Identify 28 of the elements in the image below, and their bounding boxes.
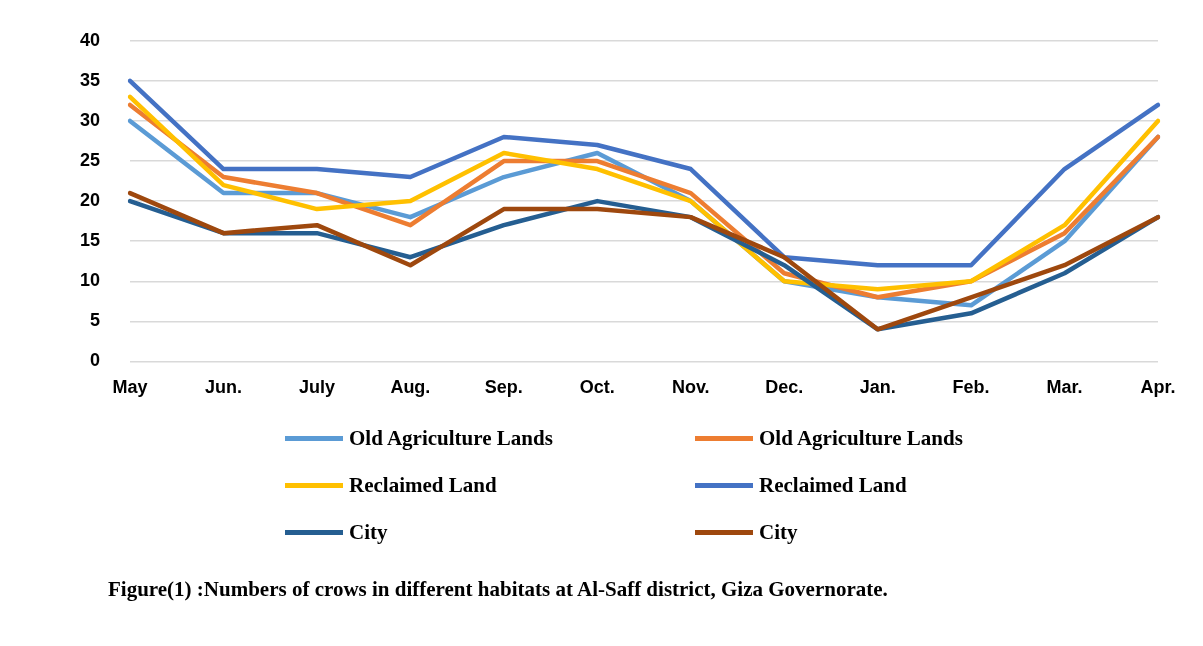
x-tick-label: Jun. xyxy=(204,377,242,398)
x-tick-label: Dec. xyxy=(765,377,804,398)
x-tick-label: Jan. xyxy=(859,377,896,398)
y-tick-label: 0 xyxy=(90,350,101,371)
x-tick-label: Oct. xyxy=(579,377,615,398)
legend-label: Old Agriculture Lands xyxy=(759,426,963,451)
legend-label: City xyxy=(759,520,798,545)
y-tick-label: 40 xyxy=(79,29,101,50)
y-tick-label: 10 xyxy=(79,270,101,291)
text: Figure(1) :Numbers of crows in different habitats at Al-Saff district, Giza Governorate. xyxy=(108,576,889,603)
legend-label: Reclaimed Land xyxy=(759,473,907,498)
legend-label: Old Agriculture Lands xyxy=(349,426,553,451)
x-tick-label: May xyxy=(112,377,148,398)
y-tick-label: 25 xyxy=(79,149,101,170)
y-tick-label: 35 xyxy=(79,69,101,90)
x-tick-label: Aug. xyxy=(390,377,431,398)
legend-label: Reclaimed Land xyxy=(349,473,497,498)
y-tick-label: 15 xyxy=(79,230,101,251)
y-tick-label: 5 xyxy=(90,310,101,331)
y-tick-label: 20 xyxy=(79,190,101,211)
y-tick-label: 30 xyxy=(79,109,101,130)
x-tick-label: Nov. xyxy=(671,377,710,398)
legend-label: City xyxy=(349,520,388,545)
x-tick-label: Sep. xyxy=(484,377,523,398)
x-tick-label: Apr. xyxy=(1140,377,1176,398)
x-tick-label: July xyxy=(298,377,335,398)
x-tick-label: Feb. xyxy=(952,377,990,398)
x-tick-label: Mar. xyxy=(1046,377,1083,398)
